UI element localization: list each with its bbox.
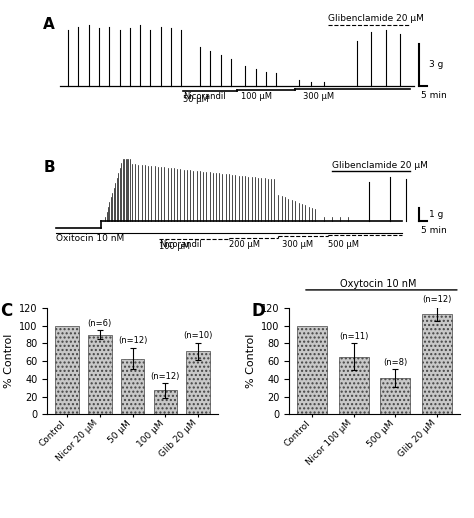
Text: (n=8): (n=8) (383, 357, 408, 367)
Text: 200 μM: 200 μM (229, 240, 260, 249)
Text: B: B (43, 161, 55, 175)
Text: 100 μM: 100 μM (241, 92, 272, 102)
Text: (n=11): (n=11) (339, 332, 368, 341)
Bar (339, 357, 369, 414)
Text: Nicorandil: Nicorandil (183, 92, 226, 102)
Text: (n=6): (n=6) (88, 319, 112, 327)
Text: Glibenclamide 20 μM: Glibenclamide 20 μM (328, 15, 424, 23)
Bar (186, 351, 210, 414)
Text: 1 g: 1 g (429, 210, 443, 219)
Bar (297, 326, 327, 414)
Y-axis label: % Control: % Control (4, 334, 14, 388)
Text: Glibenclamide 20 μM: Glibenclamide 20 μM (332, 161, 428, 169)
Text: C: C (0, 301, 12, 320)
Text: Nicorandil: Nicorandil (159, 240, 201, 249)
Text: Oxitocin 10 nM: Oxitocin 10 nM (55, 234, 124, 243)
Bar (55, 326, 79, 414)
Text: 500 μM: 500 μM (328, 240, 359, 249)
Text: 5 min: 5 min (420, 91, 447, 100)
Bar (88, 335, 111, 414)
Text: 300 μM: 300 μM (283, 240, 314, 249)
Text: Oxytocin 10 nM: Oxytocin 10 nM (340, 279, 416, 289)
Text: 5 min: 5 min (420, 226, 447, 235)
Y-axis label: % Control: % Control (246, 334, 255, 388)
Text: 300 μM: 300 μM (303, 92, 334, 102)
Text: 3 g: 3 g (429, 61, 443, 69)
Text: (n=10): (n=10) (183, 331, 213, 340)
Text: (n=12): (n=12) (422, 295, 452, 305)
Bar (121, 358, 145, 414)
Text: 100 μM: 100 μM (159, 242, 190, 251)
Text: A: A (43, 17, 55, 32)
Text: (n=12): (n=12) (151, 372, 180, 381)
Text: (n=12): (n=12) (118, 336, 147, 345)
Bar (381, 378, 410, 414)
Bar (154, 391, 177, 414)
Text: D: D (252, 301, 265, 320)
Bar (422, 314, 452, 414)
Text: 50 μM: 50 μM (183, 95, 209, 104)
